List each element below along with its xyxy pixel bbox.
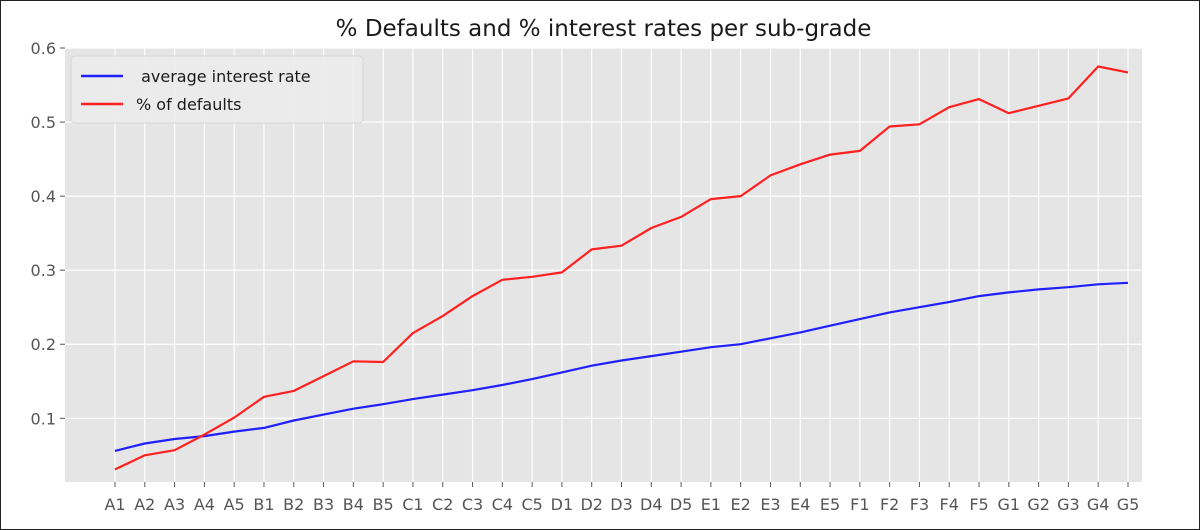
x-tick-label: E4 xyxy=(790,495,810,514)
x-tick-label: D3 xyxy=(610,495,633,514)
x-tick-label: F3 xyxy=(910,495,929,514)
x-tick-label: A1 xyxy=(104,495,125,514)
x-tick-label: E2 xyxy=(731,495,751,514)
x-tick-label: C2 xyxy=(432,495,453,514)
x-tick-label: G2 xyxy=(1027,495,1050,514)
y-tick-label: 0.1 xyxy=(31,409,56,428)
y-tick-label: 0.3 xyxy=(31,261,56,280)
x-tick-label: A3 xyxy=(164,495,185,514)
series-lines xyxy=(114,65,1129,471)
x-tick-label: B5 xyxy=(373,495,394,514)
x-tick-label: E5 xyxy=(820,495,840,514)
y-tick-label: 0.5 xyxy=(31,113,56,132)
y-tick-label: 0.2 xyxy=(31,335,56,354)
x-tick-label: C4 xyxy=(492,495,513,514)
x-tick-label: E1 xyxy=(701,495,721,514)
x-tick-label: G3 xyxy=(1057,495,1080,514)
x-tick-label: A4 xyxy=(194,495,215,514)
x-tick-label: F2 xyxy=(880,495,899,514)
axes: A1 A2 A3 A4 A5 B1 B2 B3 B4 B5 C1 C2 C3 C4 C5 D1 D2 D3 D4 D5… xyxy=(31,39,1140,514)
x-tick-label: B1 xyxy=(253,495,274,514)
x-tick-label: A5 xyxy=(224,495,245,514)
x-tick-label: E3 xyxy=(760,495,780,514)
x-tick-label: D2 xyxy=(580,495,603,514)
x-tick-label: C1 xyxy=(402,495,423,514)
x-tick-label: F5 xyxy=(969,495,988,514)
x-tick-label: G4 xyxy=(1087,495,1110,514)
x-tick-label: C3 xyxy=(462,495,483,514)
defaults-line xyxy=(114,65,1129,471)
legend-label: % of defaults xyxy=(136,95,241,114)
chart-title: % Defaults and % interest rates per sub-… xyxy=(336,16,872,42)
legend: average interest rate % of defaults xyxy=(70,55,364,124)
x-tick-label: C5 xyxy=(521,495,542,514)
x-tick-label: B4 xyxy=(343,495,364,514)
interest-rate-line xyxy=(114,281,1129,452)
y-tick-label: 0.4 xyxy=(31,187,56,206)
x-tick-label: F4 xyxy=(940,495,959,514)
x-tick-label: G5 xyxy=(1117,495,1140,514)
legend-label: average interest rate xyxy=(136,67,311,86)
x-tick-label: F1 xyxy=(850,495,869,514)
legend-box xyxy=(70,55,364,124)
x-tick-label: D5 xyxy=(670,495,693,514)
x-tick-label: D4 xyxy=(640,495,663,514)
x-tick-label: B2 xyxy=(283,495,304,514)
x-tick-label: B3 xyxy=(313,495,334,514)
x-tick-label: A2 xyxy=(134,495,155,514)
x-tick-label: G1 xyxy=(998,495,1021,514)
x-tick-label: D1 xyxy=(551,495,574,514)
y-tick-label: 0.6 xyxy=(31,39,56,58)
